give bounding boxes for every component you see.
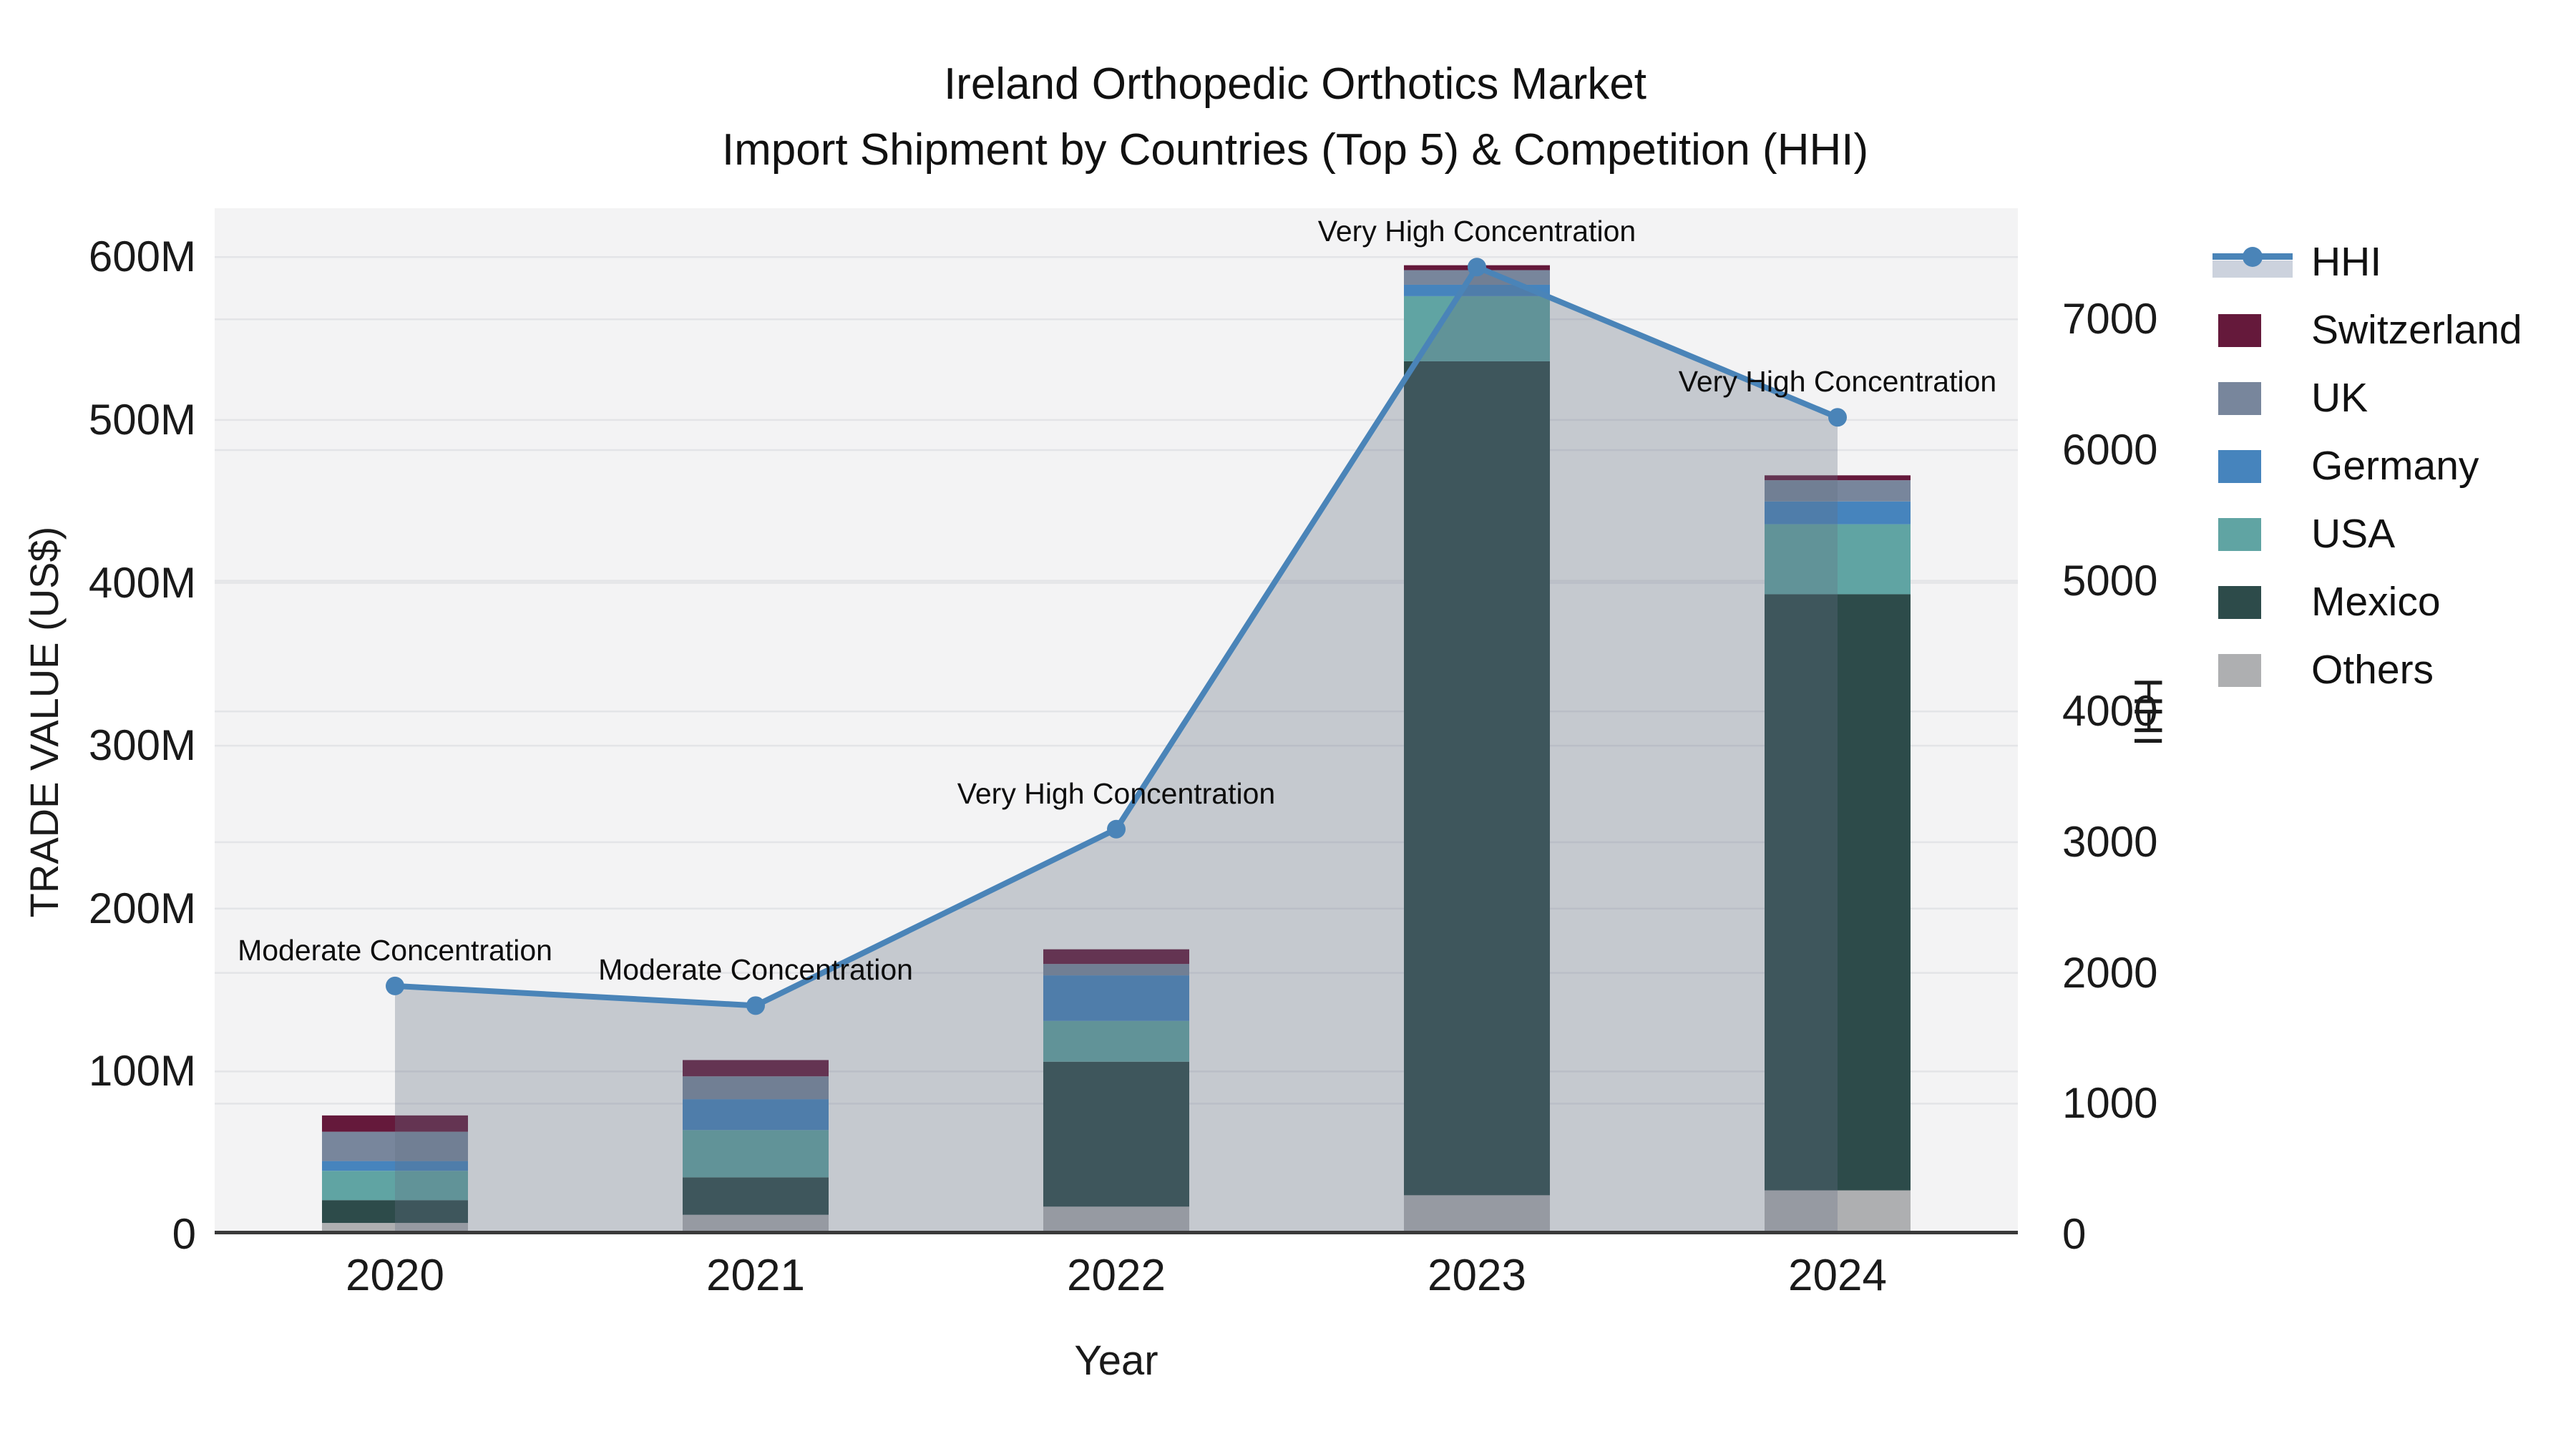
y-right-tick-0: 0 bbox=[2062, 1210, 2087, 1258]
bar-segment-mexico-2022 bbox=[1043, 1061, 1189, 1207]
legend-label: UK bbox=[2311, 374, 2368, 421]
x-axis-title: Year bbox=[1074, 1337, 1158, 1384]
y-right-tick-4000: 4000 bbox=[2062, 687, 2158, 736]
bar-segment-usa-2020 bbox=[322, 1171, 468, 1201]
y-left-tick-500M: 500M bbox=[88, 395, 196, 444]
bar-segment-mexico-2020 bbox=[322, 1200, 468, 1224]
legend-label: Switzerland bbox=[2311, 306, 2522, 353]
legend-line-dot bbox=[2243, 246, 2263, 267]
bar-segment-usa-2024 bbox=[1765, 524, 1911, 595]
y-left-tick-200M: 200M bbox=[88, 884, 196, 932]
bar-segment-uk-2024 bbox=[1765, 480, 1911, 502]
hhi-marker-2020 bbox=[386, 976, 404, 995]
x-tick-2023: 2023 bbox=[1428, 1251, 1526, 1300]
chart-title: Ireland Orthopedic Orthotics Market Impo… bbox=[79, 52, 2512, 183]
hhi-marker-2024 bbox=[1828, 408, 1847, 427]
y-left-tick-100M: 100M bbox=[88, 1047, 196, 1096]
legend-item-mexico: Mexico bbox=[2212, 567, 2522, 635]
legend-item-germany: Germany bbox=[2212, 431, 2522, 499]
legend-item-hhi: HHI bbox=[2212, 228, 2522, 296]
legend-label: Germany bbox=[2311, 442, 2479, 489]
bar-segment-uk-2020 bbox=[322, 1131, 468, 1161]
bar-segment-uk-2021 bbox=[683, 1076, 829, 1100]
bar-segment-others-2024 bbox=[1765, 1190, 1911, 1234]
bar-segment-usa-2023 bbox=[1404, 296, 1550, 361]
legend-label: Others bbox=[2311, 646, 2434, 693]
annotation-2023: Very High Concentration bbox=[1317, 215, 1636, 248]
legend-label: HHI bbox=[2311, 238, 2382, 285]
chart-title-line2: Import Shipment by Countries (Top 5) & C… bbox=[721, 125, 1869, 175]
bar-segment-germany-2023 bbox=[1404, 284, 1550, 296]
legend-color-swatch bbox=[2218, 517, 2261, 551]
bar-segment-others-2022 bbox=[1043, 1206, 1189, 1234]
y-right-tick-7000: 7000 bbox=[2062, 295, 2158, 343]
bar-segment-germany-2021 bbox=[683, 1099, 829, 1131]
legend-swatch-icon bbox=[2212, 381, 2293, 415]
annotation-2020: Moderate Concentration bbox=[238, 933, 552, 967]
x-tick-2021: 2021 bbox=[706, 1251, 805, 1300]
bar-segment-germany-2022 bbox=[1043, 975, 1189, 1021]
legend-item-usa: USA bbox=[2212, 499, 2522, 567]
legend-line-marker-icon bbox=[2212, 245, 2293, 279]
legend-color-swatch bbox=[2218, 653, 2261, 687]
legend-label: USA bbox=[2311, 510, 2396, 557]
y-right-tick-5000: 5000 bbox=[2062, 556, 2158, 605]
y-right-tick-1000: 1000 bbox=[2062, 1079, 2158, 1128]
hhi-marker-2021 bbox=[746, 996, 765, 1015]
legend-color-swatch bbox=[2218, 449, 2261, 483]
legend-color-swatch bbox=[2218, 313, 2261, 347]
bar-segment-usa-2022 bbox=[1043, 1020, 1189, 1062]
bar-segment-switzerland-2024 bbox=[1765, 475, 1911, 481]
bar-segment-usa-2021 bbox=[683, 1130, 829, 1178]
y-left-tick-0: 0 bbox=[172, 1210, 196, 1258]
y-left-tick-400M: 400M bbox=[88, 558, 196, 607]
bar-segment-uk-2022 bbox=[1043, 964, 1189, 976]
legend-item-others: Others bbox=[2212, 635, 2522, 703]
chart-svg bbox=[215, 208, 2018, 1234]
legend-swatch-icon bbox=[2212, 449, 2293, 483]
legend: HHI Switzerland UK Germany USA Mexico Others bbox=[2212, 228, 2522, 703]
plot-area bbox=[215, 208, 2018, 1234]
y-left-tick-300M: 300M bbox=[88, 721, 196, 770]
x-tick-2024: 2024 bbox=[1788, 1251, 1887, 1300]
bar-segment-switzerland-2021 bbox=[683, 1060, 829, 1077]
legend-swatch-icon bbox=[2212, 585, 2293, 619]
bar-segment-others-2023 bbox=[1404, 1195, 1550, 1234]
x-tick-2022: 2022 bbox=[1067, 1251, 1166, 1300]
legend-color-swatch bbox=[2218, 585, 2261, 619]
annotation-2022: Very High Concentration bbox=[957, 776, 1276, 810]
legend-color-swatch bbox=[2218, 381, 2261, 415]
legend-swatch-icon bbox=[2212, 313, 2293, 347]
legend-swatch-icon bbox=[2212, 653, 2293, 687]
legend-label: Mexico bbox=[2311, 578, 2441, 625]
bar-segment-mexico-2023 bbox=[1404, 361, 1550, 1196]
annotation-2024: Very High Concentration bbox=[1678, 365, 1997, 399]
y-left-tick-600M: 600M bbox=[88, 233, 196, 281]
legend-item-uk: UK bbox=[2212, 364, 2522, 431]
y-right-tick-3000: 3000 bbox=[2062, 817, 2158, 866]
bar-segment-germany-2024 bbox=[1765, 501, 1911, 525]
hhi-marker-2023 bbox=[1468, 258, 1486, 277]
bar-segment-germany-2020 bbox=[322, 1161, 468, 1171]
legend-item-switzerland: Switzerland bbox=[2212, 296, 2522, 364]
bar-segment-mexico-2021 bbox=[683, 1177, 829, 1215]
y-right-tick-2000: 2000 bbox=[2062, 948, 2158, 997]
hhi-area bbox=[395, 267, 1838, 1234]
x-tick-2020: 2020 bbox=[346, 1251, 444, 1300]
bar-segment-switzerland-2022 bbox=[1043, 949, 1189, 965]
legend-swatch-icon bbox=[2212, 517, 2293, 551]
hhi-marker-2022 bbox=[1107, 819, 1126, 839]
annotation-2021: Moderate Concentration bbox=[598, 953, 913, 987]
bar-segment-mexico-2024 bbox=[1765, 594, 1911, 1191]
chart-title-line1: Ireland Orthopedic Orthotics Market bbox=[943, 59, 1647, 109]
x-axis-spine bbox=[215, 1231, 2018, 1234]
bar-segment-switzerland-2020 bbox=[322, 1115, 468, 1132]
y-right-tick-6000: 6000 bbox=[2062, 425, 2158, 474]
